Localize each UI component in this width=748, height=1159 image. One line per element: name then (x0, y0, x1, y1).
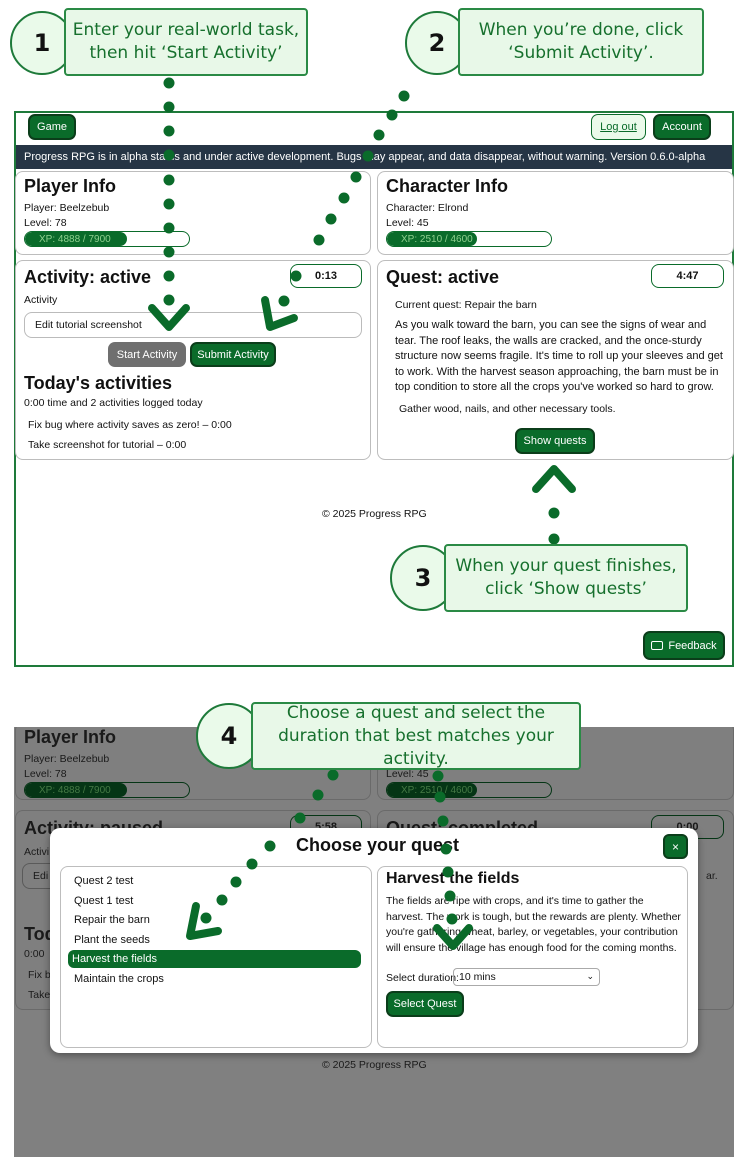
player-xp-fill: XP: 4888 / 7900 (25, 232, 127, 246)
player-level: Level: 78 (24, 768, 67, 780)
character-info-title: Character Info (386, 176, 509, 196)
activity-log-item: Take (28, 989, 51, 1001)
duration-value: 10 mins (459, 971, 496, 983)
character-level: Level: 45 (386, 768, 429, 780)
account-button[interactable]: Account (653, 114, 711, 140)
player-xp-fill: XP: 4888 / 7900 (25, 783, 127, 797)
player-info-title: Player Info (24, 727, 117, 747)
player-name: Player: Beelzebub (24, 753, 110, 765)
chat-icon (651, 641, 664, 650)
activity-input[interactable]: Edit tutorial screenshot (24, 312, 362, 338)
feedback-button[interactable]: Feedback (643, 631, 725, 660)
character-level: Level: 45 (386, 217, 429, 229)
step-2-callout: When you’re done, click ‘Submit Activity… (458, 8, 704, 76)
character-xp-fill: XP: 2510 / 4600 (387, 232, 478, 246)
logout-button[interactable]: Log out (591, 114, 646, 140)
chevron-down-icon: ⌄ (586, 971, 594, 981)
duration-label: Select duration: (386, 972, 459, 984)
activity-label: Activity (24, 294, 58, 306)
step-4-callout: Choose a quest and select the duration t… (251, 702, 581, 770)
submit-activity-button[interactable]: Submit Activity (190, 342, 276, 367)
player-xp-bar: XP: 4888 / 7900 (24, 782, 190, 798)
activity-log-item: Fix bug where activity saves as zero! – … (28, 419, 232, 431)
quest-description: As you walk toward the barn, you can see… (395, 319, 723, 393)
quest-detail-title: Harvest the fields (386, 870, 520, 887)
quest-list-item[interactable]: Plant the seeds (74, 934, 150, 946)
show-quests-button[interactable]: Show quests (515, 428, 595, 454)
activity-timer: 0:13 (290, 264, 362, 288)
quest-list-item[interactable]: Maintain the crops (74, 973, 164, 985)
select-quest-button[interactable]: Select Quest (386, 991, 464, 1017)
player-level: Level: 78 (24, 217, 67, 229)
quest-timer: 4:47 (651, 264, 724, 288)
start-activity-button[interactable]: Start Activity (108, 342, 186, 367)
step-1-callout: Enter your real-world task, then hit ‘St… (64, 8, 308, 76)
player-name: Player: Beelzebub (24, 202, 110, 214)
quest-task: Gather wood, nails, and other necessary … (399, 403, 616, 415)
character-name: Character: Elrond (386, 202, 469, 214)
close-button[interactable]: × (663, 834, 688, 859)
activity-log-item: Take screenshot for tutorial – 0:00 (28, 439, 187, 451)
quest-detail-description: The fields are ripe with crops, and it's… (386, 895, 681, 954)
quest-title: Quest: active (386, 267, 500, 287)
todays-activities-summary: 0:00 (24, 948, 45, 960)
todays-activities-summary: 0:00 time and 2 activities logged today (24, 397, 203, 409)
feedback-label: Feedback (668, 639, 717, 652)
character-xp-fill: XP: 2510 / 4600 (387, 783, 478, 797)
player-info-title: Player Info (24, 176, 117, 196)
modal-title: Choose your quest (296, 835, 460, 855)
quest-list-item[interactable]: Quest 1 test (74, 895, 134, 907)
player-xp-bar: XP: 4888 / 7900 (24, 231, 190, 247)
activity-title: Activity: active (24, 267, 152, 287)
quest-list-item[interactable]: Quest 2 test (74, 875, 134, 887)
quest-detail (377, 866, 688, 1048)
quest-card (377, 260, 734, 460)
todays-activities-title: Today's activities (24, 373, 173, 393)
duration-select[interactable]: 10 mins ⌄ (453, 968, 600, 986)
quest-description-fragment: ar. (706, 870, 718, 882)
step-3-callout: When your quest finishes, click ‘Show qu… (444, 544, 688, 612)
character-xp-bar: XP: 2510 / 4600 (386, 782, 552, 798)
todays-activities-title: Tod (24, 924, 56, 944)
activity-log-item: Fix b (28, 969, 51, 981)
quest-list-item[interactable]: Repair the barn (74, 914, 150, 926)
alpha-banner: Progress RPG is in alpha status and unde… (16, 145, 732, 169)
footer-copyright: © 2025 Progress RPG (322, 508, 427, 520)
dot (163, 77, 175, 89)
game-button[interactable]: Game (28, 114, 76, 140)
dot (398, 90, 410, 102)
current-quest: Current quest: Repair the barn (395, 299, 537, 311)
footer-copyright: © 2025 Progress RPG (322, 1059, 427, 1071)
quest-list-item[interactable]: Harvest the fields (68, 950, 361, 968)
activity-label: Activi (24, 846, 50, 858)
character-xp-bar: XP: 2510 / 4600 (386, 231, 552, 247)
